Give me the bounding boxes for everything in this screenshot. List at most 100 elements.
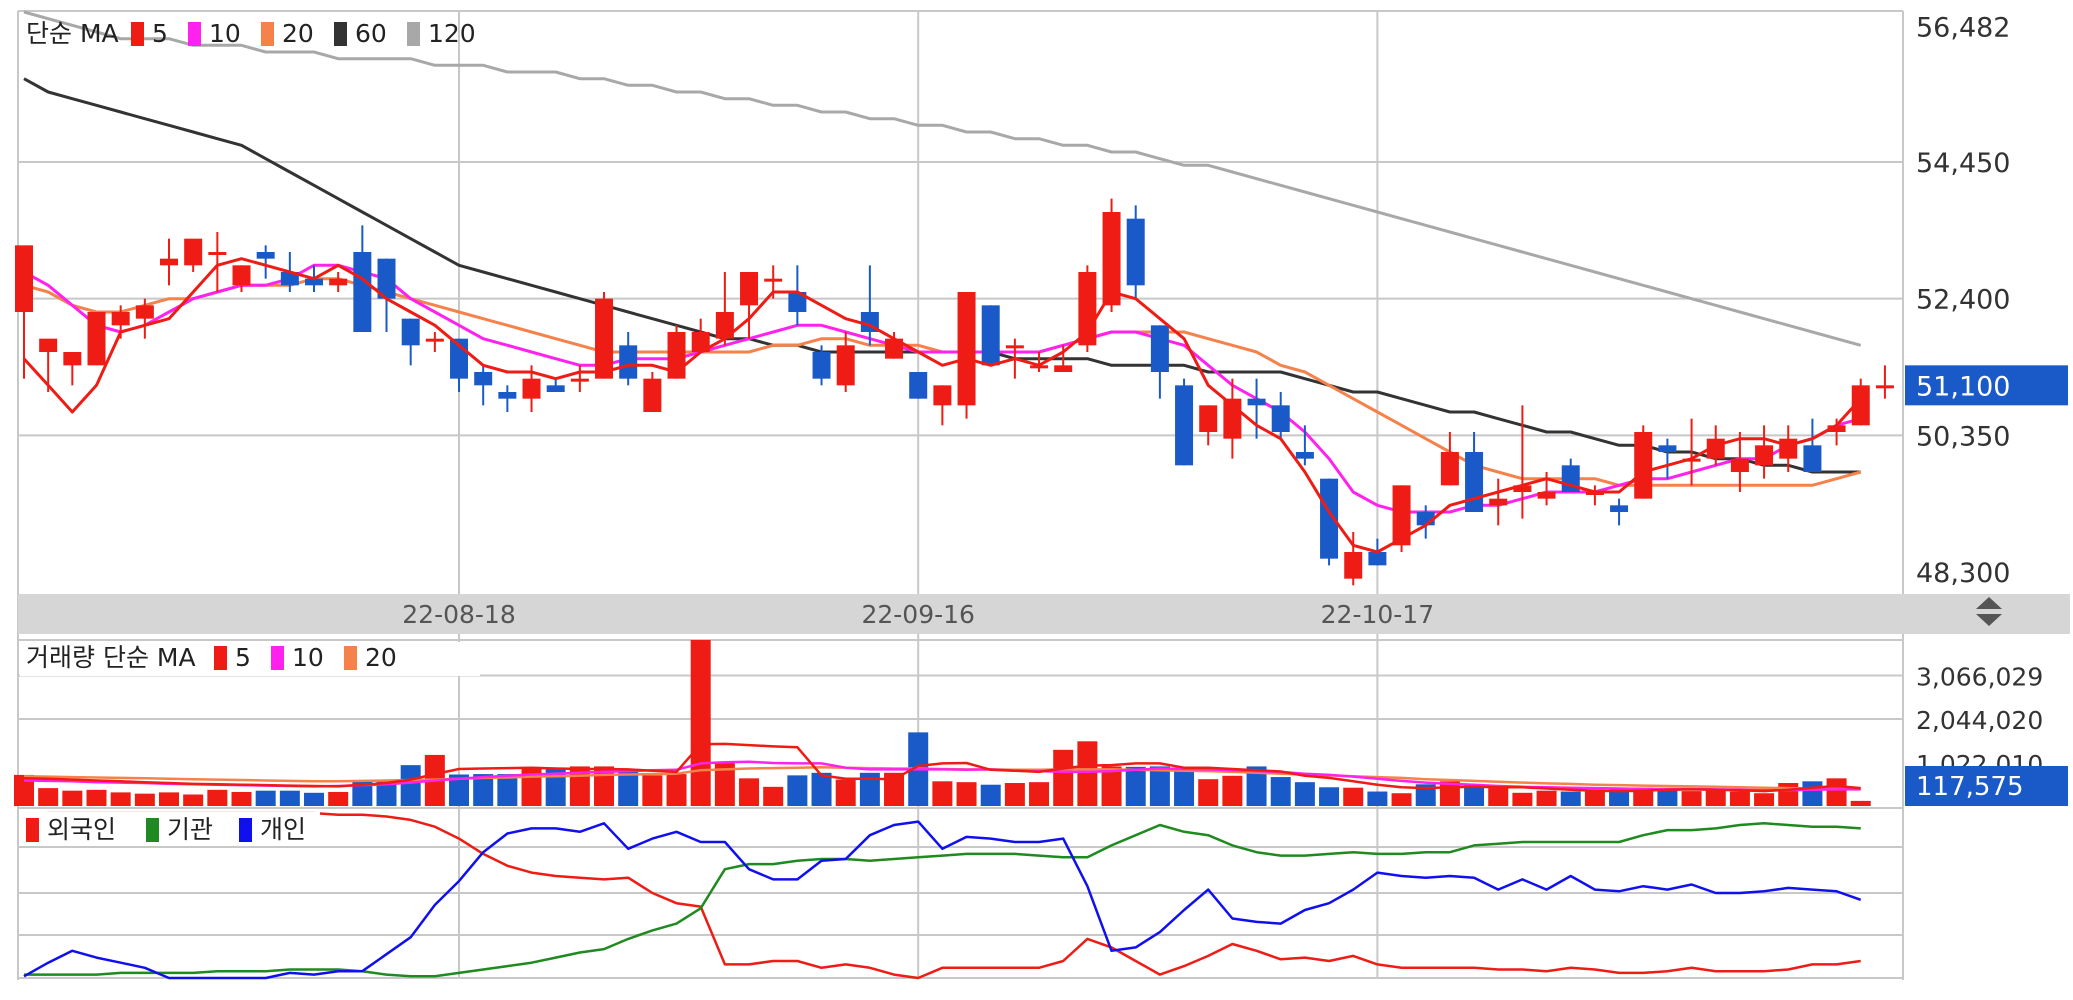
current-price-badge [1905,365,2068,406]
price-legend-label: 20 [282,19,314,48]
candle-body [184,238,203,266]
volume-bar [1536,790,1557,806]
date-axis-bar [18,594,2070,634]
candle-body [909,372,928,399]
volume-bar [1464,784,1485,806]
volume-bar [1294,782,1315,806]
candle-body [15,245,33,312]
candle-body [1344,552,1363,579]
volume-bar [1319,787,1340,806]
candle-body [957,292,976,406]
candle-body [1150,325,1169,372]
candle-body [1440,452,1459,486]
candle-body [63,352,82,366]
candle-body [1730,458,1749,472]
volume-bar [1367,791,1388,806]
volume-bar [134,793,155,806]
candle-body [1875,385,1894,389]
volume-bar [1705,789,1726,806]
candle-body [1803,445,1822,472]
candle-body [135,305,154,319]
volume-bar [739,778,760,806]
volume-bar [1004,783,1025,806]
volume-bar [1053,749,1074,806]
legend-swatch [407,22,420,46]
candle-body [498,392,517,399]
ma120-line [23,10,1862,347]
volume-bar [183,794,204,806]
volume-tick-label: 2,044,020 [1916,706,2043,735]
candle-body [1851,385,1870,426]
candle-body [643,378,662,412]
volume-bar [1101,766,1122,806]
candle-body [1779,438,1798,459]
candle-body [401,318,420,346]
price-tick-label: 50,350 [1916,421,2010,452]
volume-bar [884,772,905,806]
volume-bar [231,791,252,806]
candle-body [1489,498,1508,506]
candle-body [619,345,638,379]
candle-body [1030,365,1049,369]
legend-swatch [146,818,159,842]
candle-body [1175,385,1194,466]
candle-body [87,312,106,366]
price-tick-label: 54,450 [1916,148,2010,179]
candle-body [256,252,275,259]
candle-body [1755,445,1774,466]
volume-bar [666,774,687,806]
volume-bar [497,774,518,806]
volume-bar [1826,778,1847,806]
volume-bar [787,775,808,806]
resize-up-arrow-icon [1976,597,2002,609]
investor-legend-label: 개인 [260,815,306,844]
volume-bar [255,790,276,806]
candle-body [1005,345,1024,349]
candle-body [981,305,1000,366]
volume-legend-label: 20 [365,643,397,672]
date-label: 22-09-16 [861,600,974,629]
volume-bar [1560,791,1581,806]
volume-legend-label: 5 [235,643,251,672]
investor-line-individual [23,820,1862,980]
candle-body [474,372,493,386]
volume-bar [545,768,566,806]
candle-body [836,345,855,386]
volume-bar [207,789,228,806]
volume-bar [1246,766,1267,806]
candle-body [425,338,444,342]
volume-bar [1778,783,1799,806]
price-legend-label: 60 [355,19,387,48]
candle-body [570,378,589,382]
candle-body [1537,492,1556,499]
candle-body [595,298,614,379]
volume-bar [714,762,735,806]
volume-legend-label: 10 [292,643,324,672]
volume-bar [159,792,180,806]
volume-bar [980,784,1001,806]
candle-body [546,385,565,392]
price-legend-label: 120 [428,19,476,48]
volume-bar [1512,792,1533,806]
volume-bar [1729,791,1750,806]
volume-bar [1270,777,1291,806]
price-legend-label: 5 [152,19,168,48]
candle-body [305,278,324,286]
candle-body [111,312,130,326]
candle-body [1199,405,1218,432]
volume-bar [932,781,953,806]
investor-line-foreign [23,811,1861,980]
investor-legend-label: 외국인 [47,815,116,844]
candle-body [1368,552,1387,566]
volume-tick-label: 3,066,029 [1916,662,2043,691]
volume-bar [279,790,300,806]
candle-body [1054,365,1073,372]
volume-bar [1657,788,1678,806]
current-price-label: 51,100 [1916,371,2010,402]
volume-bar [690,640,711,806]
volume-bar [1198,779,1219,806]
candle-body [1295,452,1314,459]
volume-bar [1149,766,1170,806]
